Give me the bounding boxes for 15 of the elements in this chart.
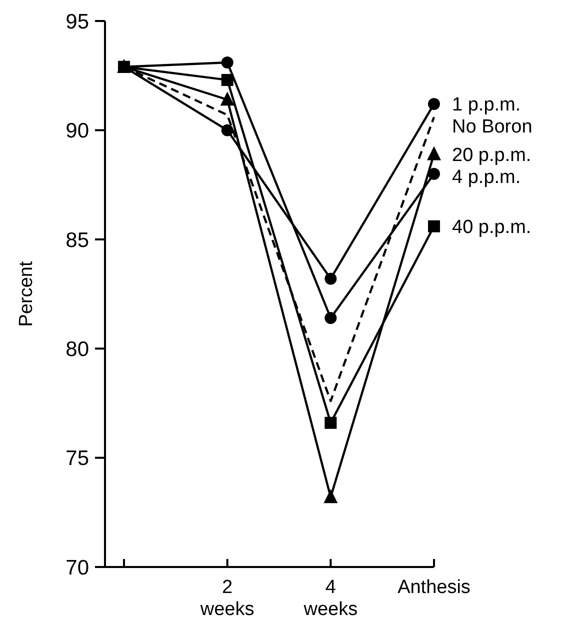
y-tick-label: 70 (66, 556, 89, 580)
y-tick-label: 90 (66, 120, 89, 143)
y-tick-label: 85 (66, 228, 89, 252)
series-label: 4 p.p.m. (452, 166, 521, 188)
series-label: No Boron (452, 116, 532, 138)
y-tick-label: 75 (66, 447, 89, 470)
y-axis-title: Percent (16, 260, 37, 327)
x-tick-label: 2 weeks (199, 577, 254, 620)
x-tick-label: 4 weeks (302, 577, 358, 620)
y-tick-label: 80 (66, 338, 89, 361)
series-label: 20 p.p.m. (452, 144, 532, 166)
series-label: 40 p.p.m. (452, 216, 532, 238)
series-label: 1 p.p.m. (452, 94, 521, 116)
x-tick-label: Anthesis (398, 577, 470, 598)
y-tick-label: 95 (66, 10, 89, 34)
